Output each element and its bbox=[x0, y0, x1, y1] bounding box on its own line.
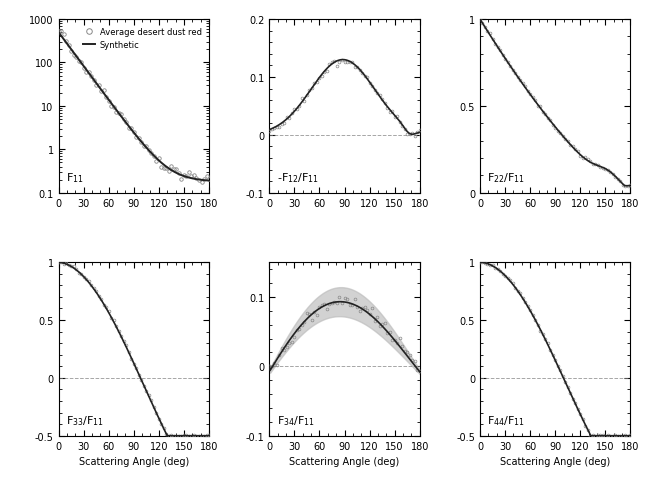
X-axis label: Scattering Angle (deg): Scattering Angle (deg) bbox=[79, 456, 189, 466]
X-axis label: Scattering Angle (deg): Scattering Angle (deg) bbox=[289, 456, 400, 466]
Legend: Average desert dust red, Synthetic: Average desert dust red, Synthetic bbox=[79, 24, 205, 53]
Text: F$_{11}$: F$_{11}$ bbox=[66, 171, 84, 185]
Text: F$_{22}$/F$_{11}$: F$_{22}$/F$_{11}$ bbox=[488, 171, 526, 185]
Text: F$_{44}$/F$_{11}$: F$_{44}$/F$_{11}$ bbox=[488, 413, 526, 427]
X-axis label: Scattering Angle (deg): Scattering Angle (deg) bbox=[500, 456, 610, 466]
Text: -F$_{12}$/F$_{11}$: -F$_{12}$/F$_{11}$ bbox=[277, 171, 319, 185]
Text: F$_{34}$/F$_{11}$: F$_{34}$/F$_{11}$ bbox=[277, 413, 315, 427]
Text: F$_{33}$/F$_{11}$: F$_{33}$/F$_{11}$ bbox=[66, 413, 104, 427]
